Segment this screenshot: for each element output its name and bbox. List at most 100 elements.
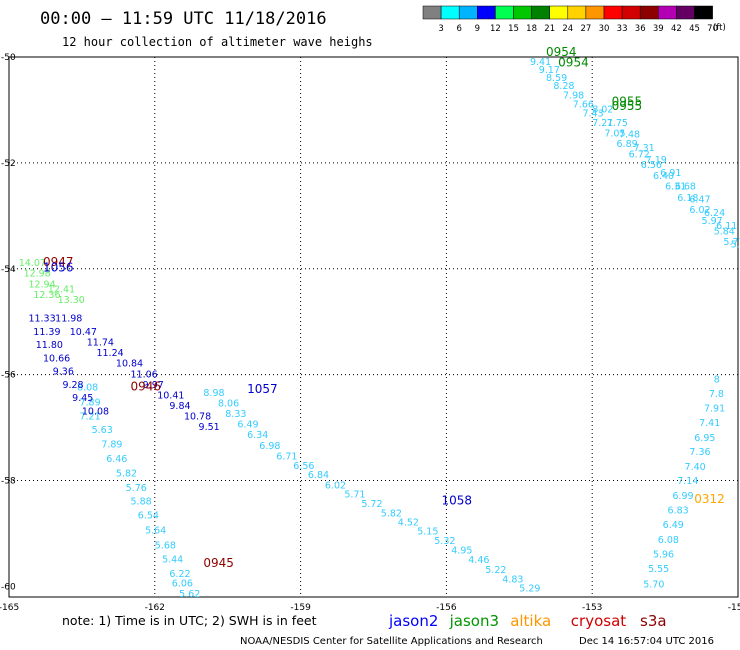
wave-height-label: 7.19 xyxy=(646,155,667,166)
wave-height-label: 7.14 xyxy=(677,476,698,487)
wave-height-label: 9.28 xyxy=(62,380,83,391)
wave-height-label: 7.41 xyxy=(699,418,720,429)
wave-height-label: 11.74 xyxy=(87,338,114,349)
wave-height-label: 6.49 xyxy=(237,420,258,431)
wave-height-label: 5.82 xyxy=(381,509,402,520)
wave-height-label: 6.02 xyxy=(689,205,710,216)
legend-bin-label: 3 xyxy=(438,24,443,34)
wave-height-label: 6.46 xyxy=(106,454,127,465)
wave-height-label: 8.98 xyxy=(203,388,224,399)
wave-height-label: 9.36 xyxy=(53,367,74,378)
wave-height-label: 12.41 xyxy=(48,285,75,296)
legend-swatch xyxy=(513,5,532,20)
wave-height-label: 5.15 xyxy=(417,527,438,538)
wave-height-label: 6.18 xyxy=(677,193,698,204)
pass-time-label: 0955 xyxy=(612,99,643,113)
satellite-legend: jason2 jason3 altika cryosat s3a xyxy=(388,612,667,630)
x-tick-label: -156 xyxy=(436,603,457,613)
legend-bin-label: 70 xyxy=(707,24,718,34)
wave-height-label: 9.45 xyxy=(72,393,93,404)
color-legend: 3 6 9 12 15 18 21 24 27 30 33 36 39 42 45 70 xyxy=(422,5,718,34)
wave-height-label: 10.78 xyxy=(184,412,211,423)
legend-swatch xyxy=(422,5,442,20)
satellite-legend-item: jason2 xyxy=(388,612,438,630)
wave-height-label: 11.98 xyxy=(55,314,82,325)
footer-generated: Dec 14 16:57:04 UTC 2016 xyxy=(579,636,714,647)
wave-height-label: 6.31 xyxy=(665,181,686,192)
legend-swatch xyxy=(694,5,713,20)
legend-bin-label: 24 xyxy=(562,24,573,34)
wave-height-label: 6.98 xyxy=(259,441,280,452)
pass-time-label: 0312 xyxy=(694,492,725,506)
pass-time-label: 0947 xyxy=(43,255,74,269)
wave-height-label: 6.68 xyxy=(675,181,696,192)
pass-time-label: 0946 xyxy=(131,380,162,394)
legend-swatch xyxy=(585,5,605,20)
wave-height-label: 4.83 xyxy=(502,575,523,586)
wave-height-label: 6.72 xyxy=(629,150,650,161)
legend-bin-label: 39 xyxy=(653,24,664,34)
wave-height-label: 6.89 xyxy=(617,139,638,150)
legend-swatch xyxy=(603,5,623,20)
y-tick-label: -60 xyxy=(1,582,16,592)
wave-height-label: 5.72 xyxy=(361,499,382,510)
wave-height-label: 6.49 xyxy=(663,520,684,531)
wave-height-label: 6.91 xyxy=(660,168,681,179)
legend-bin-label: 21 xyxy=(544,24,555,34)
pass-time-label: 0954 xyxy=(546,45,577,59)
wave-height-label: 6.83 xyxy=(668,505,689,516)
footer-note: note: 1) Time is in UTC; 2) SWH is in fe… xyxy=(62,613,317,628)
legend-swatch xyxy=(495,5,514,20)
wave-height-label: 10.84 xyxy=(116,359,143,370)
wave-height-label: 5.62 xyxy=(179,589,200,600)
plot-frame xyxy=(8,56,739,598)
legend-bin-label: 42 xyxy=(671,24,682,34)
wave-height-label: 13.30 xyxy=(58,295,85,306)
wave-height-label: 7.43 xyxy=(582,108,603,119)
wave-height-label: 5.22 xyxy=(485,565,506,576)
wave-height-label: 5.69 xyxy=(731,240,740,251)
legend-swatch xyxy=(639,5,659,20)
wave-height-label: 8 xyxy=(714,375,720,386)
wave-height-label: 9.84 xyxy=(169,401,190,412)
wave-height-label: 10.41 xyxy=(157,390,184,401)
wave-height-label: 5.82 xyxy=(116,468,137,479)
legend-bin-label: 15 xyxy=(508,24,519,34)
pass-time-label: 1057 xyxy=(247,382,278,396)
wave-height-label: 7.8 xyxy=(709,389,724,400)
wave-height-label: 6.06 xyxy=(172,578,193,589)
legend-swatch xyxy=(477,5,496,20)
wave-height-label: 5.70 xyxy=(643,579,664,590)
wave-height-label: 5.68 xyxy=(155,540,176,551)
wave-height-label: 11.24 xyxy=(96,348,123,359)
wave-height-label: 7.89 xyxy=(101,440,122,451)
wave-height-label: 7.91 xyxy=(704,404,725,415)
wave-height-label: 6.11 xyxy=(716,221,737,232)
legend-bin-label: 12 xyxy=(490,24,501,34)
wave-height-label: 12.36 xyxy=(33,290,60,301)
wave-height-label: 11.06 xyxy=(131,369,158,380)
legend-swatch xyxy=(621,5,641,20)
legend-bin-label: 33 xyxy=(617,24,628,34)
wave-height-label: 5.77 xyxy=(723,237,740,248)
wave-height-label: 7.05 xyxy=(604,128,625,139)
satellite-legend-item: jason3 xyxy=(449,612,499,630)
wave-height-label: 12.98 xyxy=(24,269,51,280)
wave-height-label: 5.96 xyxy=(653,549,674,560)
satellite-legend-item: cryosat xyxy=(571,612,626,630)
chart-subtitle: 12 hour collection of altimeter wave hei… xyxy=(62,35,373,49)
x-tick-label: -153 xyxy=(582,603,602,613)
legend-swatch xyxy=(676,5,695,20)
wave-height-label: 5.32 xyxy=(434,536,455,547)
wave-height-label: 7.40 xyxy=(685,462,706,473)
wave-height-label: 8.59 xyxy=(546,73,567,84)
wave-height-label: 10.66 xyxy=(43,353,70,364)
wave-height-label: 10.47 xyxy=(70,327,97,338)
legend-bin-label: 36 xyxy=(635,24,646,34)
wave-height-label: 5.76 xyxy=(126,483,147,494)
wave-height-label: 5.29 xyxy=(519,584,540,595)
wave-height-label: 8.06 xyxy=(218,398,239,409)
wave-height-label: 6.54 xyxy=(138,511,159,522)
wave-height-label: 14.07 xyxy=(19,258,46,269)
